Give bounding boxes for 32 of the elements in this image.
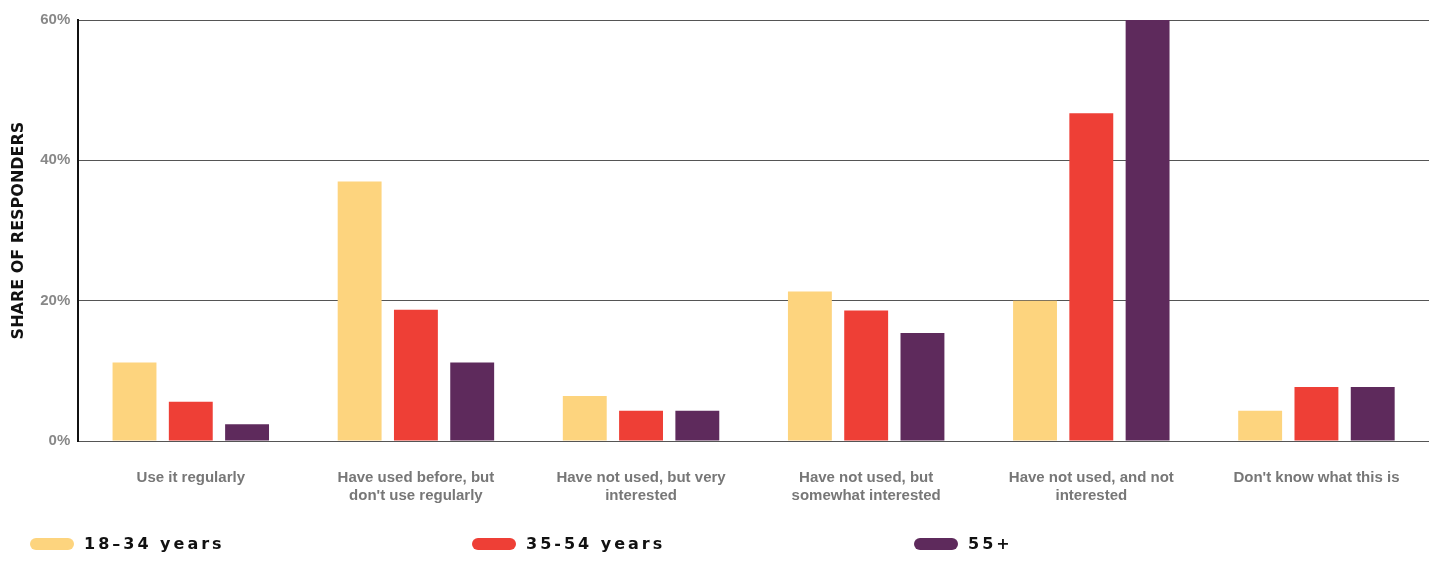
x-tick-label: Have not used, but somewhat interested — [791, 468, 941, 504]
x-tick-label: Have not used, and not interested — [1008, 468, 1174, 504]
legend-label: 18–34 years — [84, 534, 225, 553]
y-tick-label: 0% — [48, 431, 71, 449]
bar — [562, 396, 607, 441]
bar — [225, 424, 270, 441]
bar — [1069, 113, 1114, 441]
bar — [168, 401, 213, 441]
legend-label: 35-54 years — [526, 534, 666, 553]
x-tick-label: Use it regularly — [136, 468, 246, 486]
bar — [337, 181, 382, 441]
bar — [844, 310, 889, 441]
legend-label: 55+ — [968, 534, 1013, 553]
bar — [450, 362, 495, 441]
bar — [1238, 410, 1283, 441]
y-tick-label: 40% — [40, 150, 71, 168]
bar — [1125, 20, 1170, 441]
y-axis-title: SHARE OF RESPONDERS — [7, 121, 27, 340]
bar — [675, 410, 720, 441]
bar — [900, 332, 945, 441]
bar — [1294, 386, 1339, 441]
bar — [393, 309, 438, 441]
y-tick-label: 20% — [40, 290, 71, 308]
x-tick-label: Don't know what this is — [1233, 468, 1400, 486]
bar — [1013, 300, 1057, 441]
x-tick-label: Have not used, but very interested — [556, 468, 727, 504]
bar — [619, 410, 663, 441]
bar — [112, 362, 157, 441]
bar — [787, 291, 832, 441]
bar — [1350, 386, 1395, 441]
y-tick-label: 60% — [40, 10, 71, 28]
x-tick-label: Have used before, but don't use regularly — [337, 468, 495, 504]
